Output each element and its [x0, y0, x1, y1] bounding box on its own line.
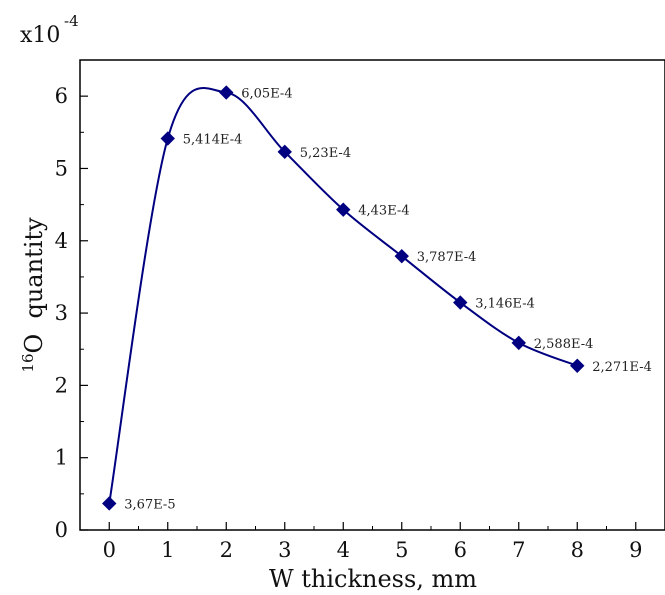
data-point — [511, 335, 526, 351]
data-label: 3,67E-5 — [124, 497, 175, 512]
y-multiplier: x10 -4 — [20, 12, 79, 48]
y-tick-label: 4 — [55, 229, 68, 253]
y-multiplier-base: x10 — [20, 23, 60, 48]
y-axis-ticks: 0 1 2 3 4 5 6 — [55, 84, 88, 542]
x-tick-label: 1 — [161, 538, 174, 562]
y-axis-title: 16O quantity — [19, 217, 48, 373]
x-tick-label: 7 — [512, 538, 525, 562]
y-multiplier-exponent: -4 — [64, 12, 79, 30]
data-point — [570, 358, 585, 373]
x-tick-label: 6 — [454, 538, 467, 562]
y-axis-title-main: O quantity — [20, 217, 48, 353]
data-point — [336, 202, 351, 217]
x-tick-label: 4 — [337, 538, 350, 562]
x-tick-label: 8 — [571, 538, 584, 562]
data-point — [219, 85, 234, 100]
y-tick-label: 5 — [55, 156, 68, 180]
y-tick-label: 3 — [55, 301, 68, 325]
data-label: 4,43E-4 — [358, 204, 409, 219]
x-tick-label: 5 — [395, 538, 408, 562]
data-point — [453, 295, 468, 310]
y-tick-label: 1 — [55, 446, 68, 470]
y-tick-label: 0 — [55, 518, 68, 542]
x-tick-label: 3 — [278, 538, 291, 562]
series-line — [108, 87, 578, 504]
y-tick-label: 6 — [55, 84, 68, 108]
data-label: 2,271E-4 — [592, 360, 652, 375]
data-point — [394, 248, 409, 264]
data-labels: 3,67E-5 5,414E-4 6,05E-4 5,23E-4 4,43E-4 3,78… — [124, 87, 652, 513]
x-tick-label: 9 — [629, 538, 642, 562]
data-point — [102, 496, 117, 511]
data-label: 6,05E-4 — [241, 87, 292, 102]
data-point — [160, 131, 175, 146]
data-label: 5,414E-4 — [183, 133, 243, 148]
data-label: 5,23E-4 — [300, 146, 351, 161]
plot-frame — [79, 59, 665, 531]
y-axis-title-superscript: 16 — [19, 353, 37, 372]
x-axis-title: W thickness, mm — [269, 565, 477, 593]
data-point — [277, 144, 292, 160]
x-tick-label: 2 — [220, 538, 233, 562]
x-axis-ticks: 0 1 2 3 4 5 6 7 8 9 — [103, 522, 642, 562]
x-tick-label: 0 — [103, 538, 116, 562]
y-tick-label: 2 — [55, 373, 68, 397]
data-label: 2,588E-4 — [534, 337, 594, 352]
data-label: 3,787E-4 — [417, 250, 477, 265]
data-label: 3,146E-4 — [475, 297, 535, 312]
series-layer — [102, 85, 585, 511]
